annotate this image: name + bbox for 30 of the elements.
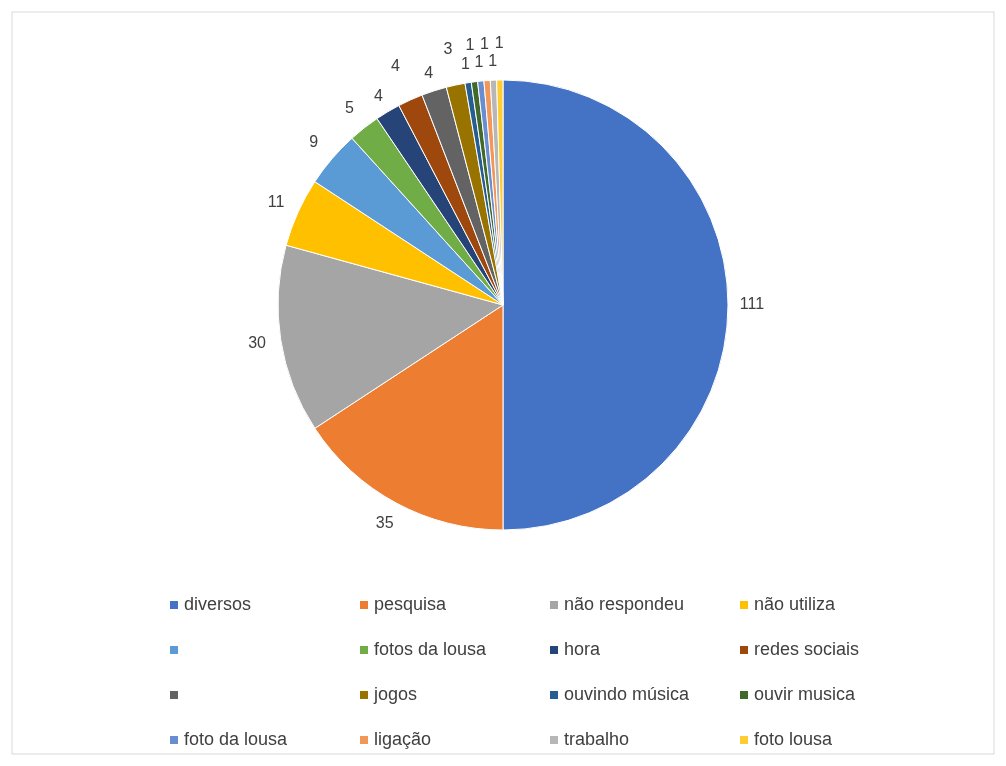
data-label: 9 <box>309 133 319 151</box>
data-label: 11 <box>267 192 285 210</box>
data-label: 1 <box>465 36 475 54</box>
legend-label: ligação <box>374 728 432 749</box>
data-label: 5 <box>344 99 354 117</box>
legend-label: hora <box>564 638 602 659</box>
data-label: 111 <box>739 295 765 313</box>
legend-label: foto lousa <box>754 728 834 749</box>
data-label: 1 <box>494 34 504 52</box>
data-label: 30 <box>248 333 267 351</box>
legend-label: redes sociais <box>754 638 860 659</box>
legend-label: fotos da lousa <box>374 638 488 659</box>
data-label: 1 <box>474 53 484 71</box>
legend-label: trabalho <box>564 728 630 749</box>
legend-label: jogos <box>373 683 418 704</box>
legend-label: pesquisa <box>374 593 448 614</box>
data-label: 4 <box>424 63 434 81</box>
legend-label: não utiliza <box>754 593 837 614</box>
legend-label: ouvir musica <box>754 683 857 704</box>
data-label: 1 <box>488 52 498 70</box>
data-label: 1 <box>480 34 490 52</box>
data-label: 3 <box>443 40 453 58</box>
legend-label: ouvindo música <box>564 683 691 704</box>
data-label: 35 <box>375 514 394 532</box>
legend-label: foto da lousa <box>184 728 289 749</box>
legend-label: não respondeu <box>564 593 685 614</box>
data-label: 4 <box>374 86 384 104</box>
data-label: 4 <box>391 57 401 75</box>
legend-label: diversos <box>184 593 252 614</box>
data-label: 1 <box>460 55 470 73</box>
